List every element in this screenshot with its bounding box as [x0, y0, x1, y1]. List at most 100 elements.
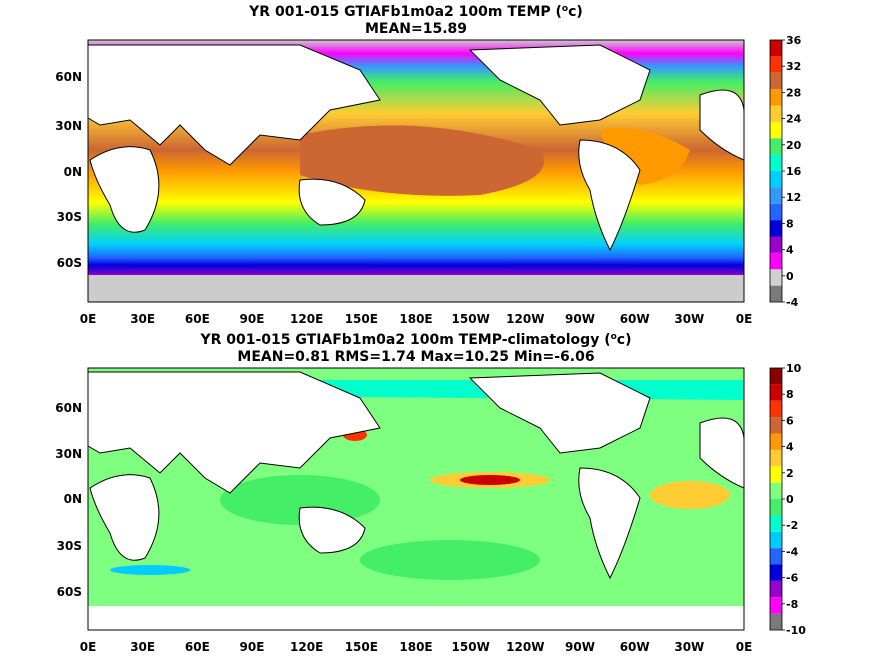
- colorbar-label: 12: [786, 191, 801, 204]
- colorbar-label: 24: [786, 113, 802, 126]
- colorbar-swatch: [770, 531, 782, 549]
- map-1-lon-axis: 0E 30E 60E 90E 120E 150E 180E 150W 120W 90W 60W 30W…: [80, 312, 753, 326]
- panel-2-subtitle: MEAN=0.81 RMS=1.74 Max=10.25 Min=-6.06: [237, 349, 594, 365]
- colorbar-label: -2: [786, 519, 798, 532]
- colorbar-label: -10: [786, 624, 806, 637]
- colorbar-swatch: [770, 515, 782, 532]
- colorbar-swatch: [770, 433, 782, 450]
- map-1-australia: [298, 178, 366, 226]
- colorbar-label: 36: [786, 34, 802, 47]
- colorbar-swatch: [770, 252, 782, 270]
- lon-label: 150E: [345, 640, 378, 654]
- map-1-africa-east: [89, 146, 160, 233]
- lat-label: 60N: [55, 401, 82, 415]
- colorbar-swatch: [770, 220, 782, 237]
- lon-label: 0E: [736, 640, 753, 654]
- colorbar-swatch: [770, 564, 782, 581]
- panel-1-title: YR 001-015 GTIAFb1m0a2 100m TEMP (oc): [248, 4, 583, 20]
- colorbar-swatch: [770, 597, 782, 614]
- lon-label: 180E: [399, 640, 432, 654]
- colorbar-swatch: [770, 56, 782, 73]
- map-2-enso-core: [460, 475, 520, 485]
- colorbar-label: 8: [786, 217, 794, 230]
- colorbar-label: 4: [786, 441, 794, 454]
- lon-label: 120E: [290, 640, 323, 654]
- colorbar-label: 20: [786, 139, 802, 152]
- colorbar-label: 4: [786, 244, 794, 257]
- colorbar-label: 2: [786, 467, 794, 480]
- map-2-southern-cold: [110, 565, 190, 575]
- lon-label: 120W: [506, 312, 544, 326]
- colorbar-swatch: [770, 400, 782, 418]
- colorbar-swatch: [770, 580, 782, 598]
- map-2-south-pacific: [360, 540, 540, 580]
- map-2-eurasia: [87, 371, 381, 494]
- map-2-south-america: [578, 467, 641, 580]
- colorbar-1: 36 32 28 24 20 16 12 8 4 0 -4: [769, 34, 802, 309]
- colorbar-swatch: [770, 236, 782, 253]
- map-2-lat-axis: 60N 30N 0N 30S 60S: [55, 401, 82, 599]
- map-2-lon-axis: 0E 30E 60E 90E 120E 150E 180E 150W 120W 90W 60W 30W…: [80, 640, 753, 654]
- colorbar-swatch: [770, 171, 782, 188]
- lon-label: 60W: [620, 312, 650, 326]
- colorbar-label: 0: [786, 270, 794, 283]
- colorbar-label: 6: [786, 414, 794, 427]
- lat-label: 60S: [57, 585, 82, 599]
- lon-label: 180E: [399, 312, 432, 326]
- colorbar-swatch: [770, 613, 782, 630]
- lat-label: 0N: [64, 165, 82, 179]
- map-1: [87, 39, 745, 303]
- colorbar-label: 32: [786, 60, 801, 73]
- colorbar-label: -6: [786, 572, 799, 585]
- lon-label: 150W: [452, 640, 490, 654]
- map-1-south-america: [578, 139, 641, 252]
- lat-label: 30S: [57, 539, 82, 553]
- colorbar-swatch: [770, 417, 782, 434]
- colorbar-swatch: [770, 269, 782, 286]
- lon-label: 30W: [674, 312, 704, 326]
- panel-2-title: YR 001-015 GTIAFb1m0a2 100m TEMP-climato…: [199, 332, 631, 348]
- panel-2: YR 001-015 GTIAFb1m0a2 100m TEMP-climato…: [55, 332, 806, 654]
- colorbar-swatch: [770, 72, 782, 90]
- colorbar-2: 10 8 6 4 2 0 -2 -4 -6 -8 -10: [769, 362, 806, 637]
- lon-label: 120E: [290, 312, 323, 326]
- lon-label: 60W: [620, 640, 650, 654]
- map-1-antarctica: [88, 275, 744, 302]
- colorbar-label: 0: [786, 493, 794, 506]
- lon-label: 60E: [185, 312, 210, 326]
- lon-label: 60E: [185, 640, 210, 654]
- colorbar-label: 16: [786, 165, 802, 178]
- colorbar-swatch: [770, 154, 782, 171]
- colorbar-label: 10: [786, 362, 802, 375]
- colorbar-label: 8: [786, 388, 794, 401]
- colorbar-swatch: [770, 203, 782, 221]
- lon-label: 0E: [80, 640, 97, 654]
- lon-label: 30W: [674, 640, 704, 654]
- colorbar-swatch: [770, 138, 782, 155]
- panel-1-subtitle: MEAN=15.89: [365, 21, 467, 37]
- lon-label: 120W: [506, 640, 544, 654]
- colorbar-swatch: [770, 40, 782, 57]
- lat-label: 60N: [55, 70, 82, 84]
- lat-label: 30S: [57, 210, 82, 224]
- colorbar-label: -4: [786, 545, 799, 558]
- map-2-australia: [298, 506, 366, 554]
- lon-label: 90E: [240, 312, 265, 326]
- lon-label: 0E: [736, 312, 753, 326]
- lat-label: 30N: [55, 119, 82, 133]
- lon-label: 150E: [345, 312, 378, 326]
- colorbar-swatch: [770, 384, 782, 401]
- lon-label: 90W: [565, 640, 595, 654]
- colorbar-swatch: [770, 187, 782, 204]
- colorbar-swatch: [770, 285, 782, 302]
- colorbar-swatch: [770, 499, 782, 516]
- map-2-frame: [87, 367, 745, 631]
- map-2-land: [87, 371, 745, 580]
- map-2-africa-east: [89, 474, 160, 561]
- lon-label: 30E: [130, 312, 155, 326]
- lon-label: 0E: [80, 312, 97, 326]
- lon-label: 90E: [240, 640, 265, 654]
- lat-label: 60S: [57, 256, 82, 270]
- colorbar-label: -8: [786, 598, 798, 611]
